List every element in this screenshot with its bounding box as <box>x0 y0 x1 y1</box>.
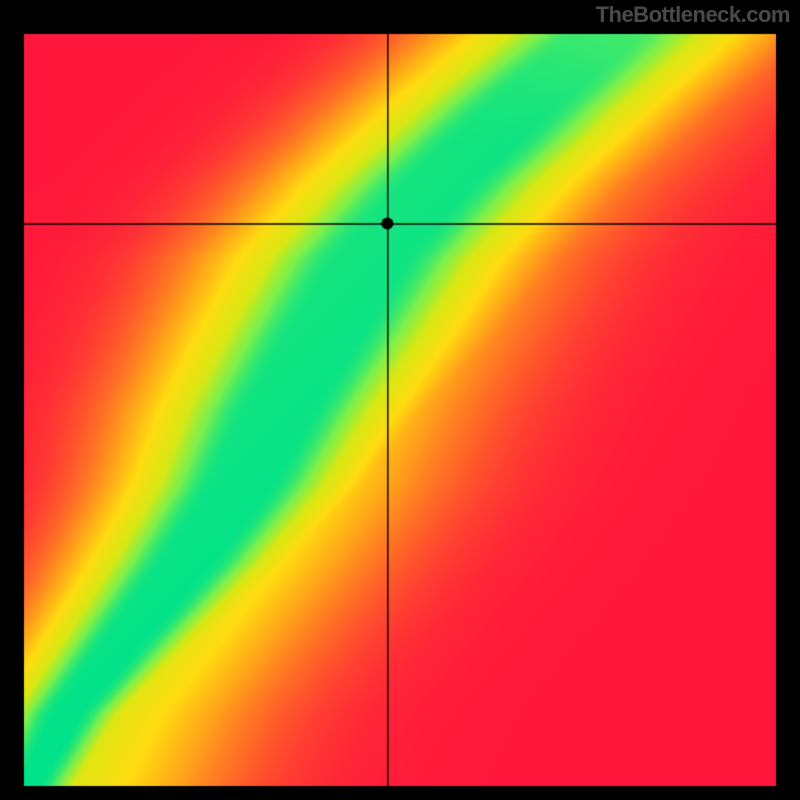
watermark-text: TheBottleneck.com <box>596 2 790 28</box>
heatmap-canvas <box>20 30 780 790</box>
plot-area <box>20 30 780 790</box>
chart-container: TheBottleneck.com <box>0 0 800 800</box>
